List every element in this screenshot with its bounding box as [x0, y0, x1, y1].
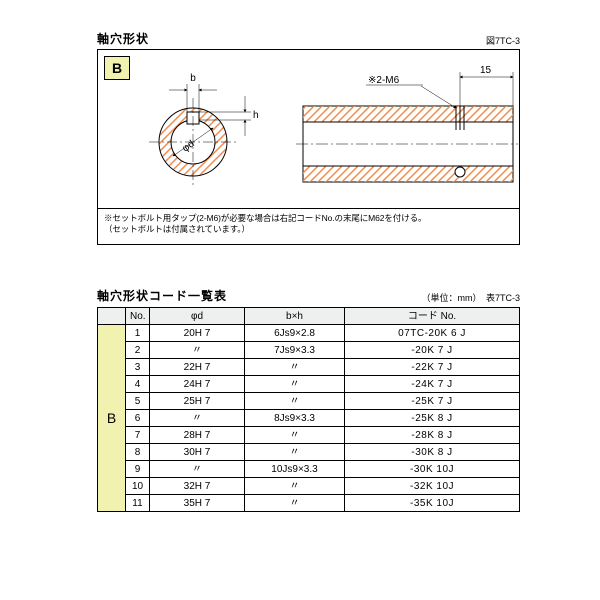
table-row: 424H 7〃-24K 7 J — [98, 376, 520, 393]
table-unit-label: （単位：mm） 表7TC-3 — [422, 291, 521, 304]
diagram-box: B — [97, 49, 520, 245]
table-header-row: No. φd b×h コード No. — [98, 308, 520, 325]
table-heading: 軸穴形状コード一覧表 — [97, 287, 227, 304]
table-row: B120H 76Js9×2.807TC-20K 6 J — [98, 325, 520, 342]
table-type-label: B — [98, 325, 126, 512]
table-row: 2〃7Js9×3.3-20K 7 J — [98, 342, 520, 359]
table-row: 728H 7〃-28K 8 J — [98, 427, 520, 444]
col-no: No. — [126, 308, 150, 325]
spec-table: No. φd b×h コード No. B120H 76Js9×2.807TC-2… — [97, 307, 520, 512]
table-row: 1135H 7〃-35K 10J — [98, 495, 520, 512]
figure-label: 図7TC-3 — [486, 34, 520, 47]
technical-drawing: b h φd — [98, 50, 519, 208]
table-row: 6〃8Js9×3.3-25K 8 J — [98, 410, 520, 427]
svg-text:15: 15 — [480, 65, 492, 76]
table-row: 830H 7〃-30K 8 J — [98, 444, 520, 461]
svg-text:※2-M6: ※2-M6 — [368, 75, 400, 86]
table-row: 322H 7〃-22K 7 J — [98, 359, 520, 376]
diagram-type-label: B — [104, 56, 130, 80]
col-type — [98, 308, 126, 325]
diagram-note: ※セットボルト用タップ(2-M6)が必要な場合は右記コードNo.の末尾にM62を… — [98, 208, 519, 242]
col-code: コード No. — [345, 308, 520, 325]
table-row: 525H 7〃-25K 7 J — [98, 393, 520, 410]
diagram-heading: 軸穴形状 — [97, 30, 149, 47]
svg-text:b: b — [190, 73, 196, 84]
col-bxh: b×h — [245, 308, 345, 325]
table-row: 1032H 7〃-32K 10J — [98, 478, 520, 495]
col-d: φd — [150, 308, 245, 325]
svg-text:h: h — [253, 110, 259, 121]
table-row: 9〃10Js9×3.3-30K 10J — [98, 461, 520, 478]
